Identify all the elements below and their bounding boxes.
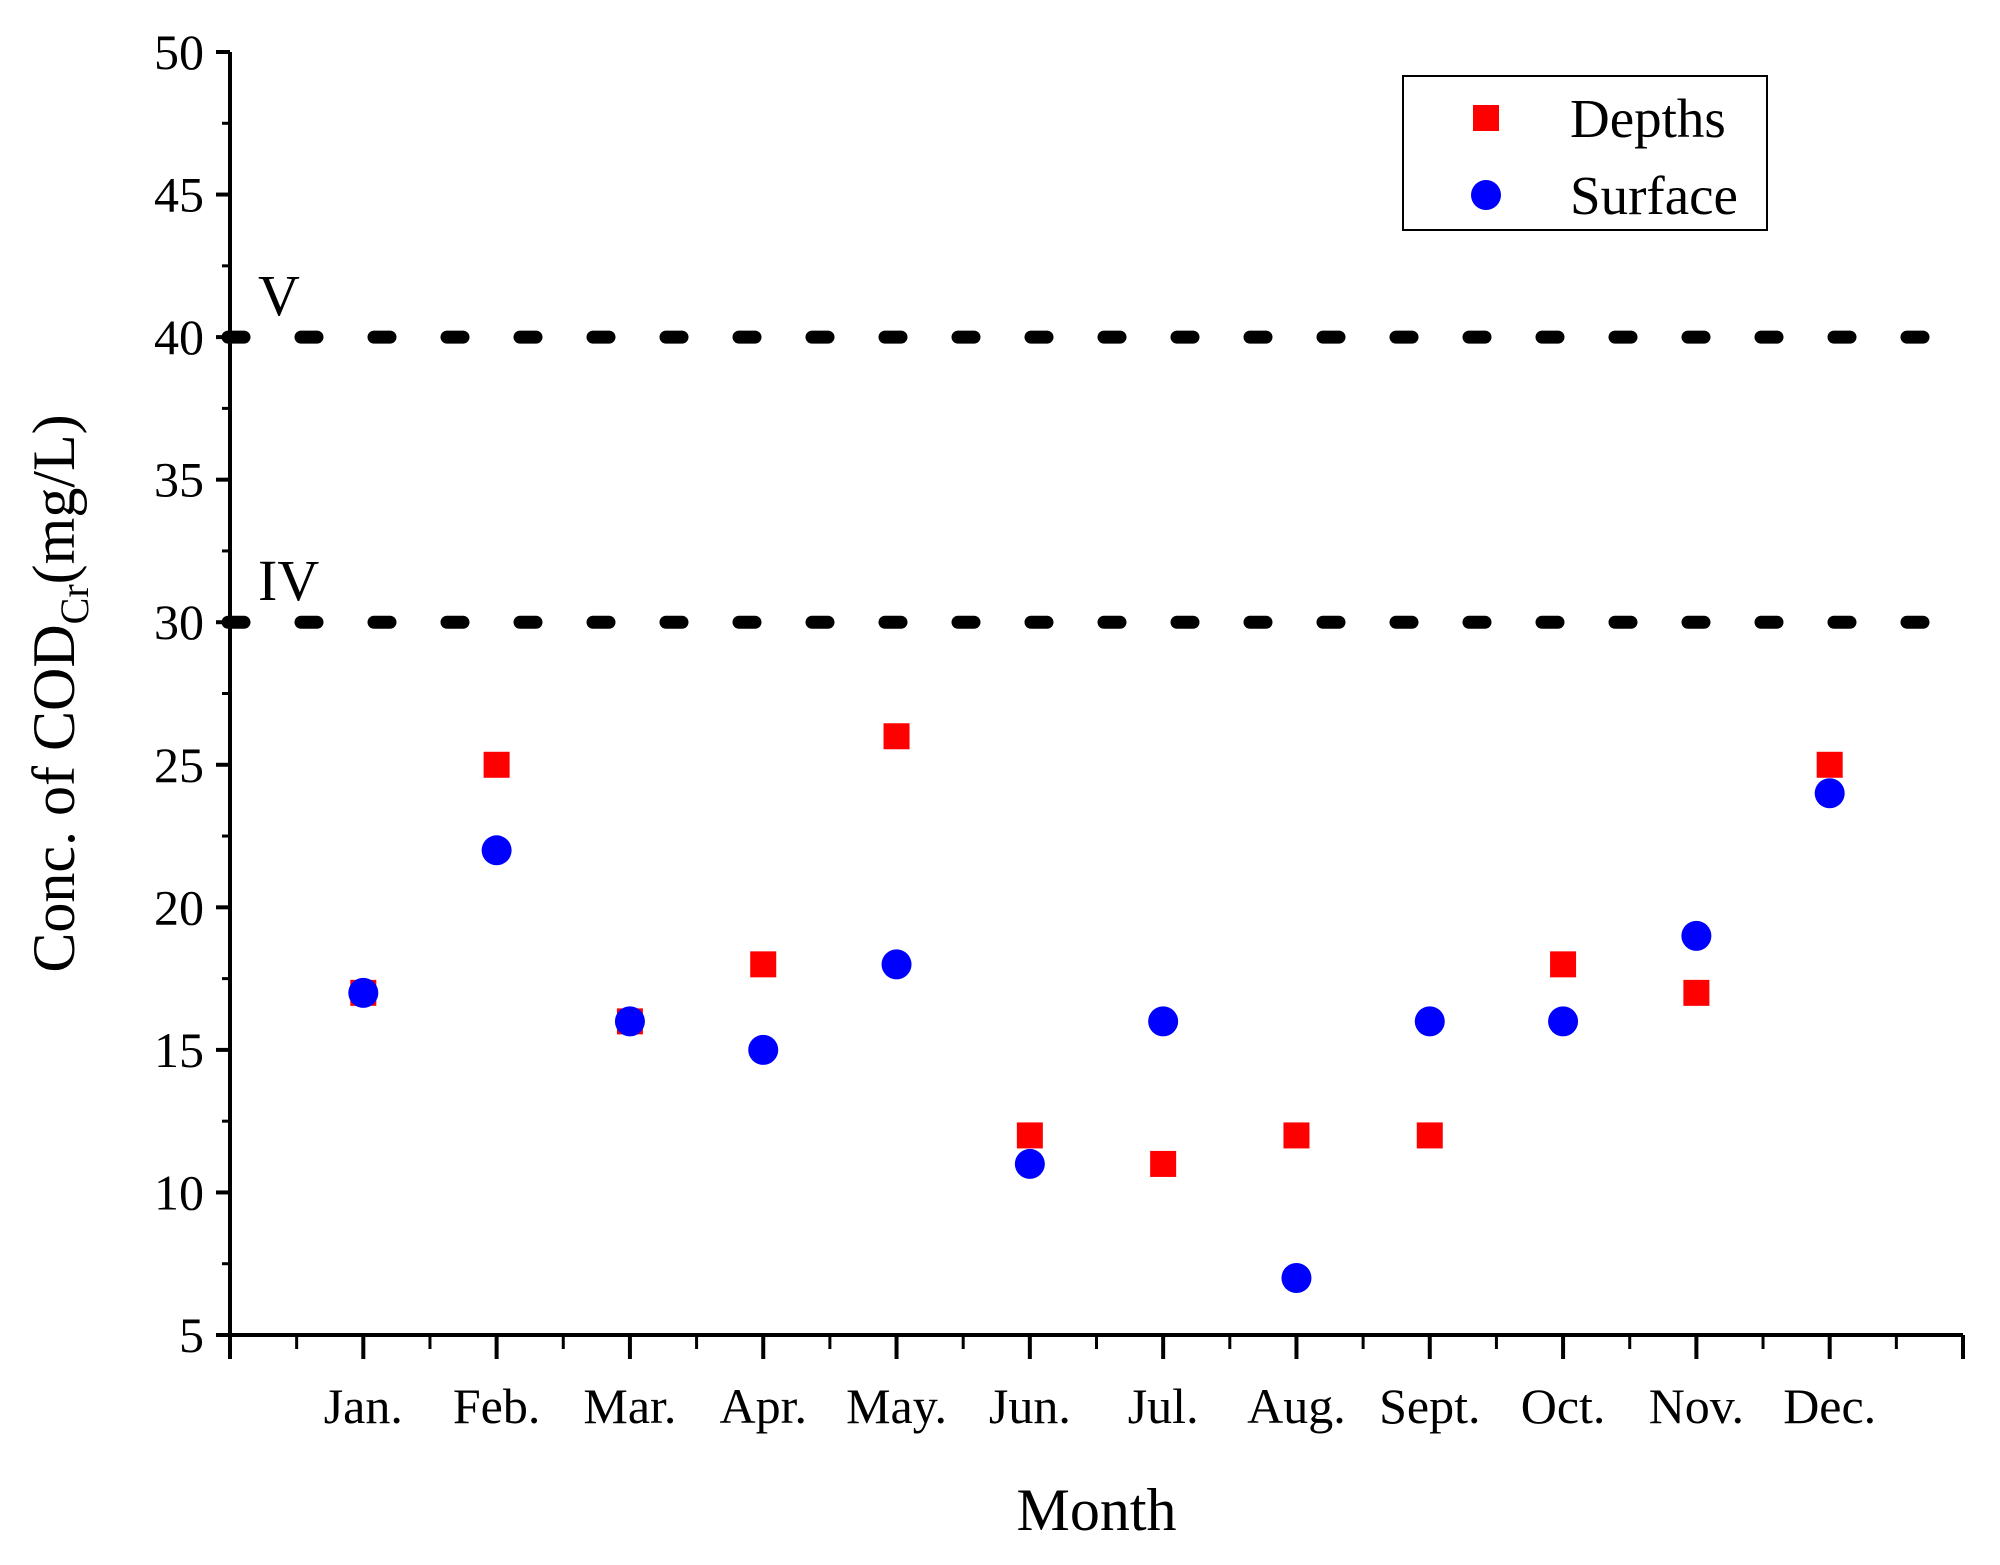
surface-point (348, 977, 379, 1008)
surface-point (1281, 1262, 1312, 1293)
legend-box (1402, 75, 1768, 231)
legend-surface-marker (1471, 180, 1501, 210)
surface-point (614, 1006, 645, 1037)
surface-point (1681, 920, 1712, 951)
surface-point (881, 949, 912, 980)
x-axis-title: Month (1016, 1477, 1176, 1543)
surface-point (748, 1034, 779, 1065)
y-tick-label: 50 (154, 24, 204, 80)
y-axis-title-subscript: Cr (52, 584, 97, 624)
y-tick-label: 40 (154, 309, 204, 365)
y-axis-ticks: 5 10 15 20 25 30 35 40 45 50 (154, 24, 230, 1363)
depths-point (1016, 1122, 1043, 1149)
x-tick-label: Oct. (1521, 1378, 1606, 1434)
y-axis-title-suffix: (mg/L) (21, 414, 87, 584)
surface-point (481, 835, 512, 866)
x-tick-label: Mar. (583, 1378, 676, 1434)
depths-point (1683, 979, 1710, 1006)
reference-line-label: V (258, 263, 300, 328)
x-tick-label: Dec. (1783, 1378, 1876, 1434)
x-tick-label: Jul. (1128, 1378, 1199, 1434)
surface-point (1414, 1006, 1445, 1037)
depths-point (750, 951, 777, 978)
depths-point (883, 723, 910, 750)
depths-point (1283, 1122, 1310, 1149)
x-tick-label: Apr. (719, 1378, 807, 1434)
x-tick-label: Nov. (1649, 1378, 1744, 1434)
reference-line-label: IV (258, 548, 319, 613)
x-tick-label: Sept. (1379, 1378, 1480, 1434)
x-tick-label: Aug. (1247, 1378, 1346, 1434)
y-tick-label: 25 (154, 737, 204, 793)
x-tick-label: Jun. (989, 1378, 1071, 1434)
surface-point (1548, 1006, 1579, 1037)
y-tick-label: 35 (154, 452, 204, 508)
surface-point (1014, 1148, 1045, 1179)
surface-point (1148, 1006, 1179, 1037)
y-tick-label: 15 (154, 1022, 204, 1078)
y-tick-label: 45 (154, 167, 204, 223)
depths-point (1550, 951, 1577, 978)
y-tick-label: 20 (154, 879, 204, 935)
depths-point (483, 751, 510, 778)
x-tick-label: Jan. (324, 1378, 403, 1434)
x-axis-ticks: Jan. Feb. Mar. Apr. May. Jun. Jul. Aug. Sept. Oct… (228, 1335, 1965, 1434)
legend-depths-marker (1473, 105, 1499, 131)
depths-point (1150, 1150, 1177, 1177)
depths-point (1816, 751, 1843, 778)
x-tick-label: May. (846, 1378, 947, 1434)
surface-point (1814, 778, 1845, 809)
x-tick-label: Feb. (453, 1378, 541, 1434)
depths-point (1416, 1122, 1443, 1149)
y-axis-title-prefix: Conc. of COD (21, 624, 87, 972)
legend-label: Depths (1570, 88, 1726, 149)
y-tick-label: 30 (154, 594, 204, 650)
legend-label: Surface (1570, 165, 1738, 226)
reference-lines: V IV (221, 263, 1932, 629)
y-tick-label: 10 (154, 1164, 204, 1220)
data-points (348, 723, 1845, 1293)
legend: Depths Surface (1402, 75, 1768, 231)
y-axis-title: Conc. of CODCr(mg/L) (21, 414, 97, 972)
y-tick-label: 5 (179, 1307, 204, 1363)
